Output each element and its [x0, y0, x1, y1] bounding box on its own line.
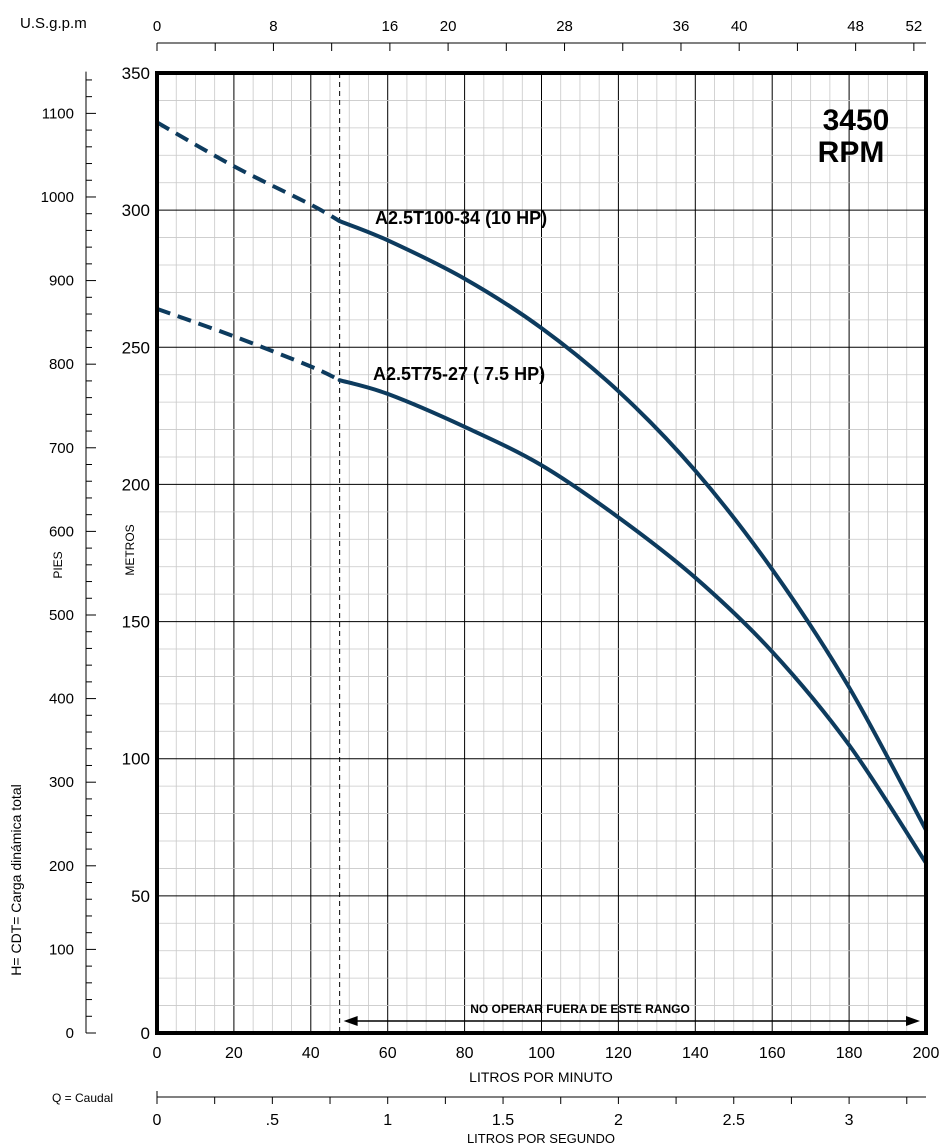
top-tick-label: 52 — [906, 18, 923, 35]
y-tick-label-pies: 300 — [49, 774, 74, 791]
x-tick-label: 20 — [225, 1045, 243, 1062]
plot-frame — [155, 71, 928, 1035]
x-tick-label: 0 — [153, 1045, 162, 1062]
y-tick-label-pies: 200 — [49, 858, 74, 875]
series-label-7-5hp: A2.5T75-27 ( 7.5 HP) — [373, 364, 545, 384]
x-tick-label: 80 — [456, 1045, 474, 1062]
y-tick-label-pies: 0 — [66, 1025, 74, 1042]
rpm-badge-unit: RPM — [818, 136, 885, 169]
curve-dashed-0 — [156, 120, 341, 223]
y-tick-label-pies: 700 — [49, 440, 74, 457]
top-tick-label: 40 — [731, 18, 748, 35]
y-tick-label-pies: 1100 — [42, 105, 74, 122]
x-tick-label: 200 — [913, 1045, 940, 1062]
top-axis-label: U.S.g.p.m — [20, 15, 87, 32]
operating-range-note: NO OPERAR FUERA DE ESTE RANGO — [470, 1002, 690, 1016]
lps-tick-label: 3 — [845, 1112, 854, 1129]
y-tick-label-pies: 100 — [49, 941, 74, 958]
top-tick-label: 0 — [153, 18, 161, 35]
y-tick-label-metros: 300 — [122, 201, 150, 220]
x-tick-label: 180 — [836, 1045, 863, 1062]
lps-tick-label: 1 — [383, 1112, 392, 1129]
y-tick-label-metros: 150 — [122, 613, 150, 632]
x-tick-label: 120 — [605, 1045, 632, 1062]
curve-solid-0 — [337, 219, 928, 833]
y-tick-label-metros: 350 — [122, 64, 150, 83]
caudal-label: Q = Caudal — [52, 1091, 113, 1105]
rpm-badge-value: 3450 — [823, 104, 890, 137]
x-tick-label: 160 — [759, 1045, 786, 1062]
lps-tick-label: .5 — [266, 1112, 279, 1129]
x-tick-label: 100 — [528, 1045, 555, 1062]
top-tick-label: 8 — [269, 18, 277, 35]
y-tick-label-pies: 1000 — [41, 189, 74, 206]
curve-solid-1 — [337, 378, 928, 865]
y-axis-label-pies: PIES — [51, 551, 65, 578]
x-secondary-axis-label: LITROS POR SEGUNDO — [467, 1131, 615, 1146]
x-tick-label: 40 — [302, 1045, 320, 1062]
top-tick-label: 20 — [440, 18, 457, 35]
lps-tick-label: 1.5 — [492, 1112, 514, 1129]
y-tick-label-pies: 400 — [49, 691, 74, 708]
lps-tick-label: 0 — [153, 1112, 162, 1129]
top-tick-label: 36 — [673, 18, 690, 35]
range-arrow-right-head — [906, 1016, 920, 1026]
curve-dashed-1 — [156, 307, 341, 383]
range-arrow-left-head — [343, 1016, 358, 1026]
lps-tick-label: 2 — [614, 1112, 623, 1129]
x-axis-label: LITROS POR MINUTO — [469, 1069, 613, 1085]
y-axis-label-metros: METROS — [123, 524, 137, 575]
y-tick-label-metros: 100 — [122, 750, 150, 769]
y-tick-label-metros: 50 — [131, 887, 150, 906]
top-tick-label: 48 — [847, 18, 864, 35]
y-tick-label-metros: 0 — [141, 1024, 150, 1043]
x-tick-label: 60 — [379, 1045, 397, 1062]
y-axis-title: H= CDT= Carga dinámica total — [8, 784, 24, 975]
axes: 0 20 40 60 80 100 120 140 160 180 2000501001502002… — [41, 18, 940, 1129]
lps-tick-label: 2.5 — [723, 1112, 745, 1129]
y-tick-label-pies: 900 — [49, 273, 74, 290]
pump-curves — [156, 120, 928, 865]
series-label-10hp: A2.5T100-34 (10 HP) — [375, 208, 547, 228]
y-tick-label-pies: 800 — [49, 356, 74, 373]
operating-range-arrow — [343, 1016, 920, 1026]
y-tick-label-pies: 500 — [49, 607, 74, 624]
y-tick-label-pies: 600 — [49, 523, 74, 540]
x-tick-label: 140 — [682, 1045, 709, 1062]
y-tick-label-metros: 200 — [122, 475, 150, 494]
top-tick-label: 16 — [382, 18, 399, 35]
top-tick-label: 28 — [556, 18, 573, 35]
y-tick-label-metros: 250 — [122, 338, 150, 357]
